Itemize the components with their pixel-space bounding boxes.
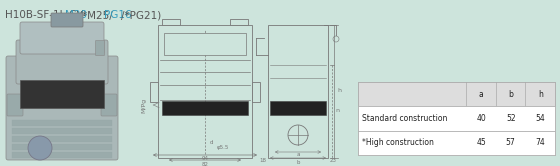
- Text: /*PG21): /*PG21): [121, 10, 161, 20]
- Bar: [230, 19, 248, 25]
- Text: 74: 74: [535, 138, 545, 147]
- Text: (*M25/: (*M25/: [78, 10, 113, 20]
- Text: b: b: [296, 160, 300, 165]
- Text: h: h: [538, 90, 543, 99]
- Text: 52: 52: [506, 114, 516, 123]
- Text: 57: 57: [506, 138, 516, 147]
- Bar: [12, 136, 112, 142]
- Text: 82: 82: [202, 162, 208, 166]
- Bar: [12, 128, 112, 134]
- Bar: [164, 33, 246, 55]
- Text: 45: 45: [476, 138, 486, 147]
- Circle shape: [28, 136, 52, 160]
- Text: n: n: [335, 109, 339, 114]
- Text: PG16: PG16: [104, 10, 132, 20]
- Text: M20: M20: [65, 10, 87, 20]
- Bar: [12, 144, 112, 150]
- Circle shape: [288, 125, 308, 145]
- Bar: [270, 101, 326, 115]
- Text: b: b: [508, 90, 513, 99]
- Bar: [12, 152, 112, 158]
- Text: 18: 18: [259, 158, 266, 163]
- Text: *High construction: *High construction: [362, 138, 434, 147]
- Text: h: h: [337, 88, 341, 93]
- Text: a: a: [296, 153, 300, 158]
- Bar: [158, 25, 252, 158]
- Text: 40: 40: [476, 114, 486, 123]
- Bar: [358, 106, 555, 131]
- Circle shape: [333, 36, 339, 42]
- Bar: [20, 80, 104, 108]
- Bar: [252, 82, 260, 102]
- FancyBboxPatch shape: [51, 13, 83, 27]
- Bar: [150, 82, 158, 102]
- Bar: [358, 82, 555, 106]
- Text: 23: 23: [330, 158, 337, 163]
- Bar: [268, 25, 328, 158]
- Bar: [12, 120, 112, 126]
- FancyBboxPatch shape: [96, 41, 105, 55]
- Bar: [358, 131, 555, 155]
- Text: 94: 94: [202, 157, 208, 162]
- Text: a: a: [479, 90, 483, 99]
- FancyBboxPatch shape: [6, 56, 118, 160]
- Text: 54: 54: [535, 114, 545, 123]
- FancyBboxPatch shape: [20, 22, 104, 54]
- Bar: [162, 19, 180, 25]
- Text: H10B-SF-1L-CV-: H10B-SF-1L-CV-: [5, 10, 87, 20]
- Text: d: d: [209, 139, 213, 144]
- Text: M/Pg: M/Pg: [142, 97, 147, 113]
- Text: Standard construction: Standard construction: [362, 114, 447, 123]
- Bar: [358, 82, 555, 155]
- FancyBboxPatch shape: [101, 94, 117, 116]
- FancyBboxPatch shape: [7, 94, 23, 116]
- Bar: [162, 101, 248, 115]
- Text: φ5.5: φ5.5: [217, 146, 230, 151]
- FancyBboxPatch shape: [16, 40, 108, 84]
